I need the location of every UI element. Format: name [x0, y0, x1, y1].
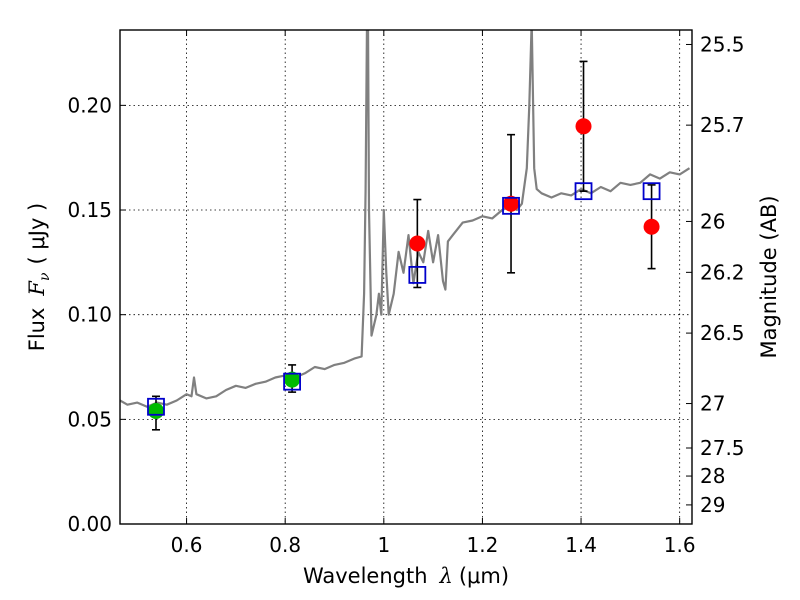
y2-tick-label: 25.5	[700, 32, 745, 56]
error-bars	[151, 60, 656, 431]
y2-tick-label: 26.5	[700, 321, 745, 345]
model-square	[502, 196, 520, 215]
model-square	[408, 266, 427, 284]
x-axis-label: Wavelength λ (μm)	[303, 564, 509, 588]
x-tick-label: 0.8	[269, 533, 301, 557]
y2-tick-label: 29	[700, 493, 725, 517]
model-square	[283, 372, 301, 391]
y2-axis-label: Magnitude (AB)	[757, 195, 781, 358]
plot-frame	[119, 29, 693, 525]
model-square	[147, 397, 165, 416]
x-tick-label: 1.2	[467, 533, 499, 557]
x-tick-label: 0.6	[171, 533, 203, 557]
y-axis-label: FluxFν( μJy )	[25, 203, 53, 351]
spectrum-series	[120, 30, 691, 408]
red-point	[409, 235, 426, 252]
x-tick-label: 1.6	[664, 533, 696, 557]
spectrum-line	[120, 30, 691, 408]
model-square	[642, 182, 661, 201]
data-points	[147, 118, 661, 419]
y-tick-label: 0.20	[67, 93, 112, 117]
red-point	[503, 195, 520, 212]
x-tick-label: 1	[377, 533, 390, 557]
model-square	[574, 182, 593, 201]
y-tick-label: 0.10	[67, 303, 112, 327]
y2-tick-label: 26.2	[700, 260, 745, 284]
axis-ticks: 0.6 0.8 1 1.2 1.4 1.6 0.00 0.05 0.10 0.15 0.20 25.5…	[67, 30, 745, 557]
green-point	[147, 402, 164, 419]
grid-lines	[120, 30, 692, 525]
y-tick-label: 0.15	[67, 198, 112, 222]
x-tick-label: 1.4	[565, 533, 597, 557]
y2-tick-label: 28	[700, 464, 725, 488]
y2-tick-label: 27	[700, 392, 725, 416]
red-point	[575, 118, 592, 135]
y2-tick-label: 26	[700, 209, 725, 233]
green-point	[284, 371, 301, 388]
y2-tick-label: 25.7	[700, 113, 745, 137]
red-point	[643, 218, 660, 235]
y2-tick-label: 27.5	[700, 436, 745, 460]
y-tick-label: 0.05	[67, 407, 112, 431]
y-tick-label: 0.00	[67, 512, 112, 536]
